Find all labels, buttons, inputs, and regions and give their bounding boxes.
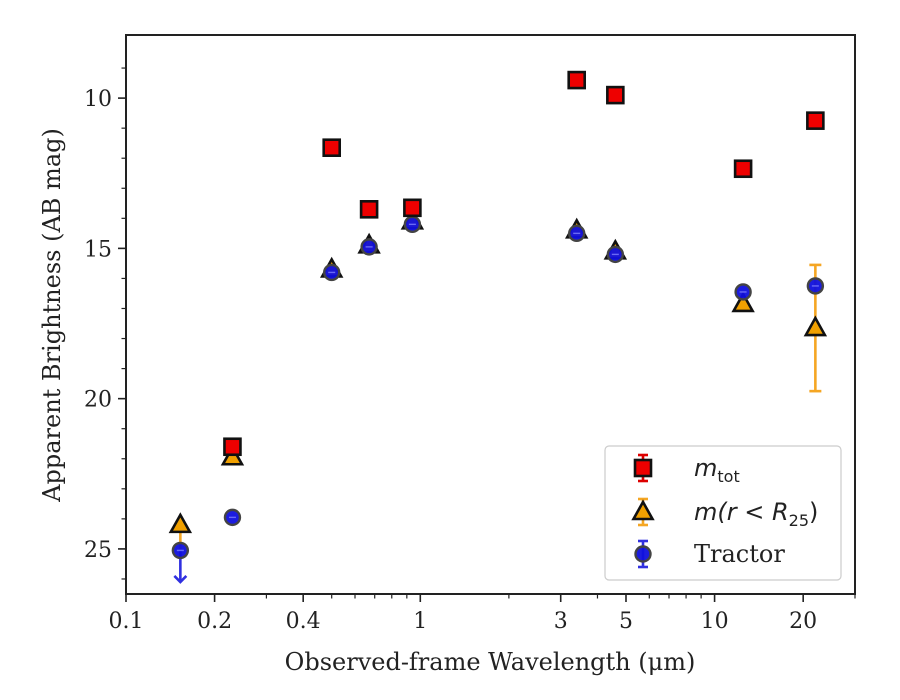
data-point	[803, 315, 828, 337]
x-tick-label: 0.4	[286, 609, 321, 634]
axes: 0.1 0.2 0.4 1 3 5 10 20 10 15 20 25	[84, 34, 856, 634]
x-tick-label: 3	[554, 609, 568, 634]
legend-entry: m(r < R25)	[631, 497, 818, 530]
data-point	[806, 111, 825, 130]
x-tick-label: 0.1	[109, 609, 144, 634]
data-point	[168, 512, 193, 534]
x-tick-label: 0.2	[197, 609, 232, 634]
data-point	[359, 200, 379, 219]
x-tick-label: 5	[619, 609, 633, 634]
data-point	[731, 291, 755, 313]
plot-area	[168, 70, 828, 584]
legend-marker	[634, 545, 652, 563]
data-point	[606, 85, 625, 105]
plot-frame	[125, 34, 856, 595]
y-tick-label: 10	[84, 87, 112, 112]
series-circle	[171, 215, 825, 584]
data-point	[403, 198, 422, 218]
upper-limit-arrow	[173, 575, 188, 584]
data-point	[223, 437, 242, 457]
y-tick-label: 15	[84, 237, 112, 262]
data-point	[733, 159, 753, 179]
series-square	[223, 70, 825, 457]
x-tick-label: 20	[789, 609, 817, 634]
legend-label: mtot	[694, 454, 740, 486]
legend-box	[604, 445, 842, 581]
legend-entry: Tractor	[634, 539, 785, 569]
legend-entry: mtot	[633, 453, 740, 486]
data-point	[322, 138, 342, 158]
x-tick-label: 1	[413, 609, 427, 634]
x-tick-label: 10	[701, 609, 729, 634]
y-tick-label: 20	[84, 388, 112, 413]
y-tick-label: 25	[84, 538, 112, 563]
x-axis-title: Observed-frame Wavelength (μm)	[285, 648, 696, 676]
legend-label: Tractor	[694, 540, 785, 568]
legend: mtot m(r < R25) Tractor	[604, 445, 842, 581]
legend-label: m(r < R25)	[694, 498, 818, 530]
y-axis-title: Apparent Brightness (AB mag)	[38, 128, 66, 503]
legend-marker	[631, 499, 655, 521]
legend-marker	[633, 458, 653, 478]
data-point	[567, 70, 587, 90]
